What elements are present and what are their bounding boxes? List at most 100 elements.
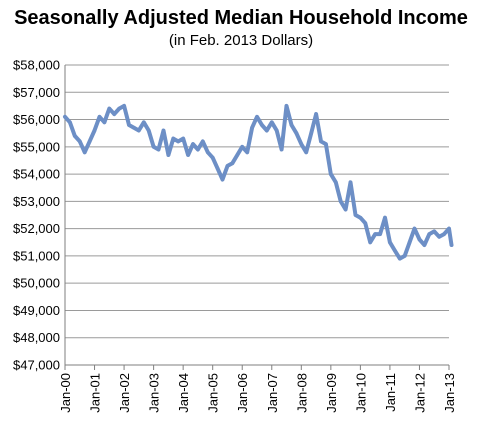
data-point [407,240,412,245]
data-point [206,150,210,155]
data-point [442,232,446,236]
data-point [250,125,254,130]
x-tick-label: Jan-02 [117,373,132,413]
x-tick-label: Jan-13 [442,373,457,413]
data-point [437,235,442,239]
data-point [68,120,72,125]
series-line [63,103,454,261]
x-tick-label: Jan-04 [176,373,191,413]
data-point [107,106,112,111]
series-layer [63,103,454,261]
y-tick-label: $56,000 [13,112,60,127]
data-point [447,226,451,231]
data-point [329,172,333,176]
data-point [334,180,338,185]
data-point [417,237,422,242]
data-point [432,229,437,234]
y-tick-label: $51,000 [13,248,60,263]
data-point [294,131,299,135]
data-point [422,243,427,247]
data-point [210,155,215,160]
data-point [156,147,161,152]
data-point [393,248,397,253]
x-tick-label: Jan-01 [88,373,103,413]
data-point [82,150,87,155]
data-point [132,125,136,130]
x-tick-label: Jan-12 [412,373,427,413]
data-point [319,139,323,144]
x-tick-label: Jan-10 [353,373,368,413]
data-point [63,115,67,119]
data-point [87,139,92,144]
x-tick-label: Jan-07 [265,373,280,413]
data-point [171,136,176,141]
data-point [270,120,274,125]
x-tick-label: Jan-05 [206,373,221,413]
y-axis-ticks: $47,000 $48,000 $49,000 $50,000 $51,000 $52,0… [13,58,60,373]
y-tick-label: $48,000 [13,330,60,345]
data-point [92,128,97,133]
data-point [402,254,407,258]
data-point [343,207,348,212]
x-tick-label: Jan-11 [383,373,398,412]
data-point [215,166,220,171]
data-point [102,120,107,125]
data-point [245,150,249,155]
data-point [274,128,279,133]
data-point [363,221,368,225]
data-point [181,136,185,141]
data-point [73,134,77,138]
data-point [265,128,269,133]
y-tick-label: $57,000 [13,85,60,100]
data-point [338,199,343,204]
data-point [412,226,417,231]
y-tick-label: $47,000 [13,358,60,373]
y-tick-label: $49,000 [13,303,60,318]
data-point [230,161,235,165]
x-tick-label: Jan-00 [58,373,73,413]
data-point [304,150,309,155]
data-point [122,104,126,108]
data-point [260,123,264,127]
data-point [289,123,294,127]
x-tick-label: Jan-06 [235,373,250,413]
data-point [358,215,363,220]
y-tick-label: $53,000 [13,194,60,209]
data-point [284,104,289,108]
data-point [378,232,382,236]
data-point [240,145,244,149]
data-point [196,147,200,152]
x-axis-ticks: Jan-00 Jan-01 Jan-02 Jan-03 Jan-04 Jan-05 Jan-… [58,365,457,413]
data-point [235,153,240,157]
data-point [348,180,353,185]
data-point [176,139,180,144]
data-point [324,142,328,146]
data-point [142,120,146,125]
data-point [368,240,373,245]
y-tick-label: $52,000 [13,221,60,236]
x-tick-label: Jan-08 [294,373,309,413]
y-tick-label: $55,000 [13,139,60,154]
data-point [398,256,402,261]
data-point [373,232,378,236]
data-point [225,164,230,168]
y-tick-label: $58,000 [13,58,60,73]
x-tick-label: Jan-09 [324,373,339,413]
y-tick-label: $54,000 [13,167,60,182]
data-point [388,240,392,245]
data-point [97,115,102,119]
data-point [309,131,314,135]
data-point [146,128,151,133]
data-point [166,153,171,157]
data-point [279,147,284,152]
data-point [151,145,156,149]
data-point [161,128,166,133]
data-point [127,123,131,127]
data-point [112,112,116,116]
data-point [353,213,358,217]
data-point [137,128,141,133]
data-point [427,232,432,236]
x-tick-label: Jan-03 [147,373,162,413]
data-point [449,243,454,247]
